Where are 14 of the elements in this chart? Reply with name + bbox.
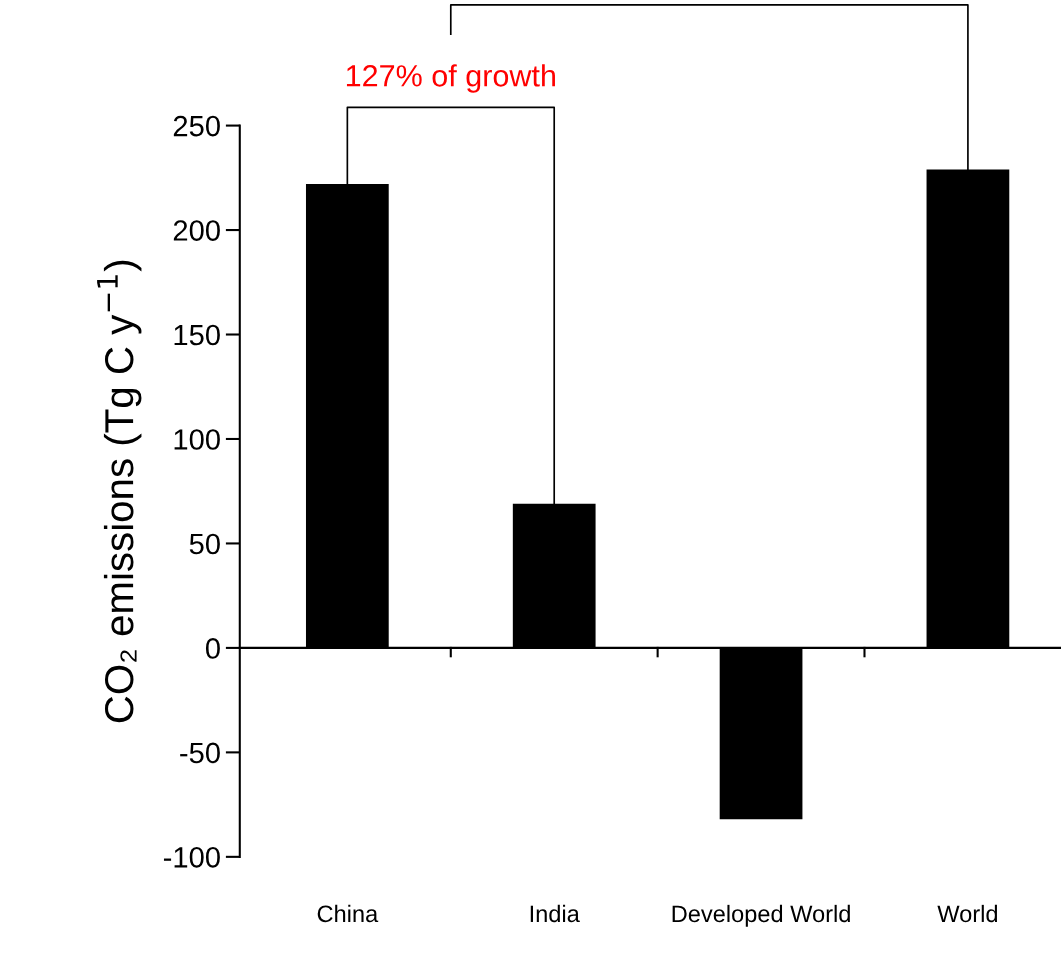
- y-tick-label: 0: [205, 638, 220, 659]
- y-tick-label: 150: [174, 324, 220, 346]
- y-tick-label: 200: [173, 220, 220, 241]
- y-tick-label: 50: [189, 533, 220, 555]
- y-axis-title: CO₂ emissions (Tg C y$^{−1}$): [97, 260, 142, 723]
- y-tick-label: 100: [174, 429, 220, 450]
- x-tick-label: China: [317, 904, 379, 923]
- x-tick-label: World: [937, 904, 998, 923]
- x-tick-label: India: [530, 904, 580, 923]
- y-tick-label: -50: [180, 742, 220, 764]
- text: 127% of growth: [346, 64, 555, 93]
- x-tick-label: Developed World: [672, 904, 850, 927]
- y-tick-label: 250: [173, 115, 220, 137]
- y-tick-label: -100: [163, 847, 220, 868]
